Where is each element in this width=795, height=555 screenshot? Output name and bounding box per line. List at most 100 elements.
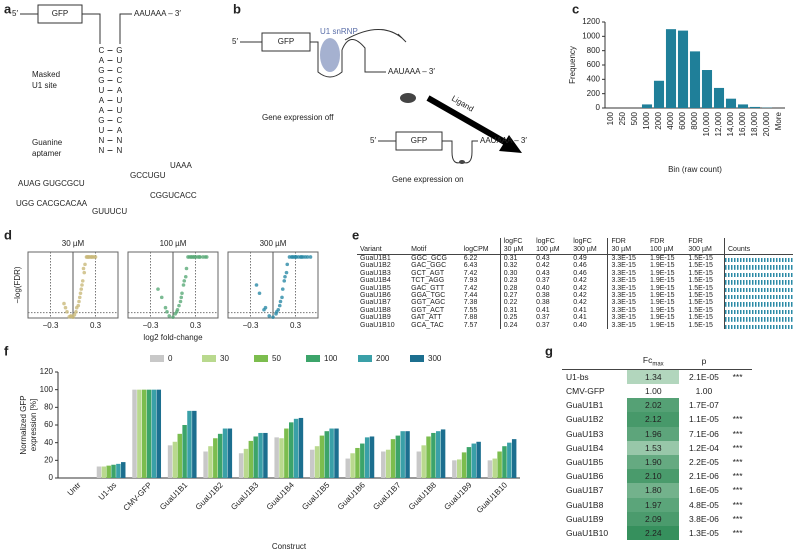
- cell: 6.22: [463, 255, 478, 262]
- point: [308, 255, 313, 259]
- ligand: [400, 93, 416, 103]
- point: [167, 314, 172, 318]
- legend-swatch: [254, 355, 268, 362]
- cell: 1.9E-15: [649, 299, 675, 307]
- cell: 1.5E-15: [688, 314, 713, 322]
- cell: GAT_ATT: [411, 314, 442, 322]
- cell: 3.3E-15: [607, 299, 647, 307]
- x-tick-label: 0.3: [190, 321, 202, 330]
- bar: [440, 429, 446, 478]
- cell: 1.9E-15: [649, 262, 675, 270]
- x-tick-label: 2000: [654, 111, 663, 129]
- bar: [737, 104, 749, 108]
- counts-sparkline: [724, 292, 793, 300]
- header-cell: p: [679, 354, 729, 370]
- cell: GuaU1B1: [360, 255, 391, 262]
- y-tick-label: 80: [44, 402, 53, 411]
- point: [282, 279, 287, 283]
- arrow: [426, 95, 512, 148]
- bar: [466, 447, 472, 478]
- cell: 0.41: [573, 306, 587, 314]
- stem-right: GUCCAUUCANN: [115, 46, 124, 156]
- plot-title: 30 µM: [62, 239, 85, 248]
- point: [293, 255, 298, 259]
- bar: [116, 463, 121, 478]
- row: GuaU1B6 GGA_TGC 7.44 0.27 0.38 0.42 3.3E-15 1.9…: [357, 292, 793, 300]
- point: [179, 295, 184, 300]
- header-text: 300 µM: [688, 246, 712, 253]
- point: [81, 266, 86, 271]
- y-tick-label: 120: [40, 367, 54, 376]
- variant: GuaU1B6: [566, 471, 604, 482]
- cell: 0.22: [499, 299, 534, 307]
- point: [271, 315, 275, 319]
- bar: [476, 441, 481, 478]
- p-cell: 1.1E-05: [689, 414, 719, 425]
- bar: [182, 425, 187, 478]
- bar: [385, 449, 391, 478]
- header-sub: max: [652, 361, 664, 368]
- point: [183, 274, 188, 279]
- cell: 1.9E-15: [649, 284, 675, 292]
- header-cell: [562, 354, 628, 370]
- bar: [274, 437, 279, 478]
- point: [305, 255, 310, 259]
- bar: [360, 443, 365, 478]
- point: [299, 255, 304, 259]
- bar: [507, 442, 512, 478]
- header-cell: Motif: [408, 238, 461, 255]
- bar: [426, 436, 431, 478]
- cell: 0.43: [536, 255, 550, 262]
- bar: [156, 389, 162, 478]
- cell: 0.42: [573, 292, 587, 300]
- header-text: 30 µM: [611, 246, 632, 253]
- x-axis-label: Bin (raw count): [668, 165, 722, 174]
- cell: 0.46: [573, 262, 587, 270]
- legend-label: 200: [376, 354, 390, 363]
- point: [204, 255, 209, 259]
- p-cell: 4.8E-05: [689, 499, 719, 510]
- legend-swatch: [358, 355, 372, 362]
- point: [93, 255, 98, 259]
- cell: 1.5E-15: [688, 269, 713, 277]
- y-tick-label: 40: [44, 438, 53, 447]
- point: [83, 262, 87, 267]
- cell: 1.5E-15: [688, 292, 713, 300]
- x-tick-label: GuaU1B5: [300, 480, 332, 512]
- row: GuaU1B9 2.09 3.8E-06 ***: [562, 511, 752, 526]
- header-cell: Fcmax: [627, 354, 680, 370]
- x-tick-label: GuaU1B9: [442, 480, 474, 512]
- cell: 3.3E-15: [607, 292, 647, 300]
- p-cell: 2.1E-05: [689, 371, 719, 382]
- p-cell: 1.6E-05: [689, 485, 719, 496]
- x-tick-label: GuaU1B1: [158, 480, 190, 512]
- bar: [141, 389, 147, 478]
- panel-label: c: [572, 1, 579, 16]
- panel-label: e: [352, 227, 359, 242]
- bar: [329, 428, 334, 478]
- stars: ***: [732, 371, 743, 382]
- ligand: [459, 160, 465, 164]
- header-cell: FDR 300 µM: [685, 238, 725, 255]
- loop-seq: GUUUCU: [92, 207, 127, 216]
- point: [159, 295, 164, 300]
- cell: 3.3E-15: [607, 269, 647, 278]
- x-tick-label: GuaU1B7: [371, 480, 403, 512]
- bar: [405, 431, 410, 478]
- bar: [213, 438, 218, 478]
- x-tick-label: 20,000: [762, 111, 771, 136]
- legend-label: 0: [168, 354, 173, 363]
- x-tick-label: U1-bs: [97, 481, 118, 502]
- p-cell: 1.7E-07: [689, 400, 719, 411]
- bar: [749, 106, 761, 108]
- bar: [369, 436, 375, 478]
- cell: 1.5E-15: [688, 284, 713, 292]
- cell: 1.5E-15: [688, 255, 713, 262]
- variant: GuaU1B3: [566, 428, 604, 439]
- x-tick-label: 1000: [642, 111, 651, 129]
- point: [180, 291, 184, 296]
- header-cell: [728, 354, 752, 370]
- header-cell: logCPM: [460, 238, 501, 255]
- variant: GuaU1B10: [566, 527, 609, 538]
- bar: [309, 449, 315, 478]
